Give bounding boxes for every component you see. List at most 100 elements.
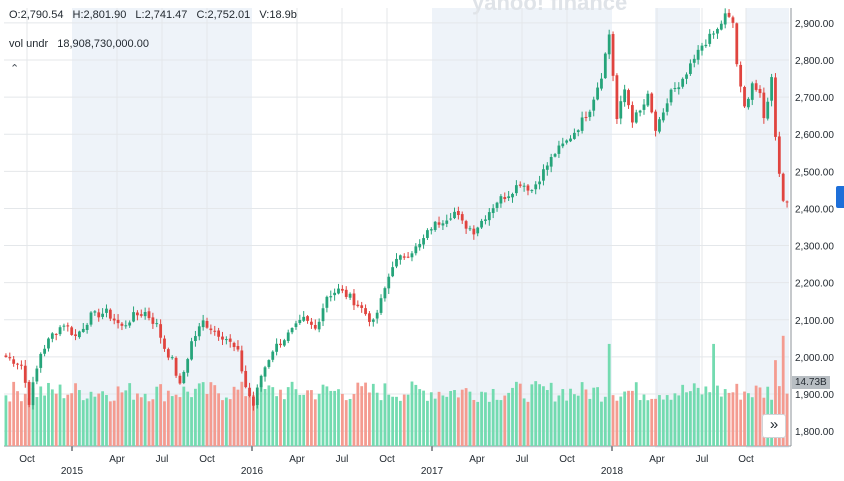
candle-body xyxy=(248,387,251,396)
candle-body xyxy=(333,292,337,296)
candle-body xyxy=(429,229,433,231)
date-tick-label: Apr xyxy=(289,454,305,465)
chevron-up-icon[interactable]: ⌃ xyxy=(10,63,20,75)
volume-bar xyxy=(89,391,93,446)
candle-body xyxy=(542,169,545,181)
candle-body xyxy=(16,363,19,365)
open-value: O:2,790.54 xyxy=(9,9,64,21)
candle-body xyxy=(754,83,758,90)
candle-body xyxy=(549,156,553,167)
candle-body xyxy=(190,341,193,360)
candle-body xyxy=(646,93,650,106)
volume-bar xyxy=(151,399,155,446)
volume-bar xyxy=(445,396,449,446)
candle-body xyxy=(340,288,344,291)
volume-bar xyxy=(429,392,433,446)
high-value: H:2,801.90 xyxy=(72,9,127,21)
candle-body xyxy=(534,184,538,190)
volume-bar xyxy=(719,396,723,446)
candle-body xyxy=(329,296,333,298)
candle-body xyxy=(603,53,607,79)
volume-bar xyxy=(340,393,344,446)
volume-bar xyxy=(81,400,85,446)
candle-body xyxy=(282,340,286,346)
volume-bar xyxy=(754,385,758,446)
volume-bar xyxy=(758,387,762,446)
volume-bar xyxy=(549,382,553,446)
volume-bar xyxy=(456,397,460,446)
candle-body xyxy=(395,258,398,267)
candle-body xyxy=(224,339,228,341)
volume-bar xyxy=(561,389,565,446)
candle-body xyxy=(739,64,743,87)
volume-bar xyxy=(221,400,224,446)
volume-bar xyxy=(514,381,518,446)
volume-bar xyxy=(731,392,735,446)
candle-body xyxy=(194,336,197,341)
candle-body xyxy=(468,228,472,230)
candle-body xyxy=(700,45,704,51)
ohlc-readout: O:2,790.54 H:2,801.90 L:2,741.47 C:2,752… xyxy=(9,9,303,21)
candle-body xyxy=(371,319,375,322)
candle-body xyxy=(228,338,232,342)
year-label: 2016 xyxy=(241,466,264,477)
volume-bar xyxy=(255,398,259,446)
price-tick-label: 2,700.00 xyxy=(795,93,834,104)
price-tick-label: 2,300.00 xyxy=(795,242,834,253)
candle-body xyxy=(105,308,108,313)
volume-bar xyxy=(298,394,302,446)
volume-bar xyxy=(538,384,541,446)
volume-bar xyxy=(74,383,77,446)
volume-bar xyxy=(700,394,704,446)
volume-bar xyxy=(677,395,681,446)
volume-bar xyxy=(669,399,673,446)
candle-body xyxy=(781,173,785,201)
volume-bar xyxy=(54,393,58,446)
volume-bar xyxy=(248,394,251,446)
volume-bar xyxy=(8,401,12,446)
candle-body xyxy=(375,312,379,319)
candle-body xyxy=(456,210,460,216)
volume-bar xyxy=(356,382,360,446)
candle-body xyxy=(623,89,627,103)
watermark: yahoo! finance xyxy=(472,0,627,15)
volume-bar xyxy=(325,386,329,446)
candle-body xyxy=(758,88,762,94)
volume-bar xyxy=(182,386,186,446)
volume-bar xyxy=(750,397,754,446)
candle-body xyxy=(263,367,267,377)
volume-bar xyxy=(93,396,97,446)
candle-body xyxy=(472,228,476,235)
scroll-to-latest-button[interactable]: » xyxy=(762,414,786,438)
candle-body xyxy=(66,325,70,327)
volume-bar xyxy=(116,386,120,446)
volume-bar xyxy=(391,396,395,446)
price-marker-tab[interactable] xyxy=(836,186,844,208)
candle-body xyxy=(20,364,23,366)
candle-body xyxy=(70,327,74,335)
year-label: 2018 xyxy=(601,466,624,477)
volume-bar xyxy=(619,396,623,446)
candle-body xyxy=(437,222,441,225)
volume-bar xyxy=(147,401,151,446)
volume-bar xyxy=(190,397,193,446)
volume-value: V:18.9b xyxy=(259,9,297,21)
candle-body xyxy=(139,314,143,316)
candle-body xyxy=(352,293,356,306)
candle-body xyxy=(240,350,244,372)
volume-bar xyxy=(723,389,727,446)
candle-body xyxy=(499,196,503,204)
candle-body xyxy=(422,238,425,245)
candle-body xyxy=(147,311,151,319)
volume-bar xyxy=(627,390,630,446)
candle-body xyxy=(159,324,163,338)
candle-body xyxy=(360,305,364,308)
volume-bar xyxy=(480,391,483,446)
volume-bar xyxy=(267,385,271,446)
volume-bar xyxy=(159,384,163,446)
candle-body xyxy=(302,316,306,321)
volume-bar xyxy=(437,391,441,446)
volume-bar xyxy=(271,387,275,446)
